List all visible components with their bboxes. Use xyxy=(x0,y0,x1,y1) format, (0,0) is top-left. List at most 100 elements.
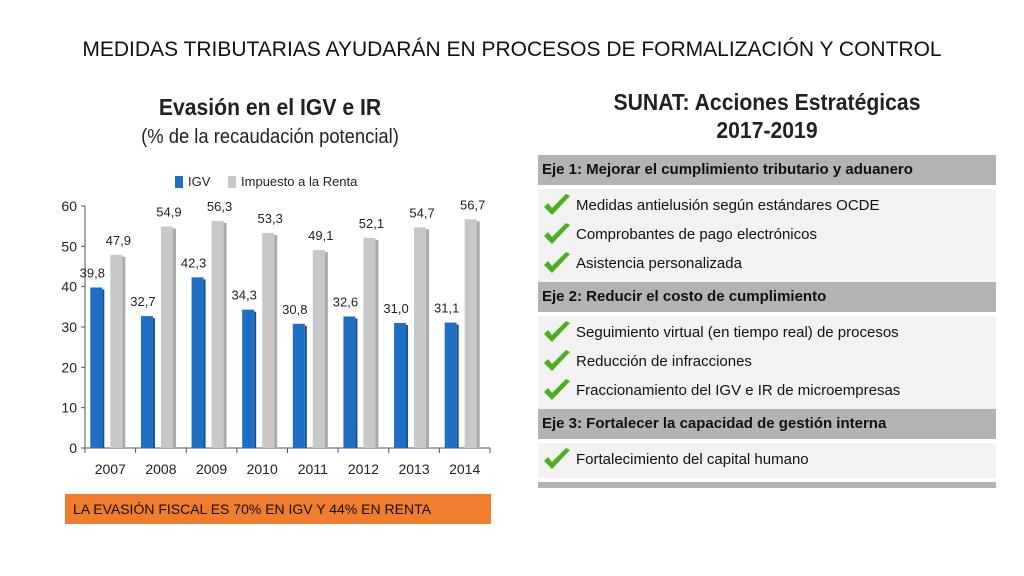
bar-renta-shadow xyxy=(375,239,379,448)
y-tick-label: 30 xyxy=(61,319,77,335)
bar-igv xyxy=(90,287,103,448)
bar-renta-shadow xyxy=(476,221,480,448)
bar-renta-shadow xyxy=(426,229,430,448)
data-label-igv: 31,0 xyxy=(383,301,408,316)
axis-header-3: Eje 3: Fortalecer la capacidad de gestió… xyxy=(538,409,996,439)
y-tick-label: 40 xyxy=(61,279,77,295)
axis-header-2: Eje 2: Reducir el costo de cumplimiento xyxy=(538,282,996,312)
data-label-igv: 34,3 xyxy=(232,288,257,303)
checkmark-icon xyxy=(542,447,572,473)
bar-renta xyxy=(414,227,427,448)
data-label-igv: 32,6 xyxy=(333,295,358,310)
action-label: Fraccionamiento del IGV e IR de microemp… xyxy=(576,382,901,399)
action-item: Asistencia personalizada xyxy=(538,249,996,278)
data-label-renta: 53,3 xyxy=(258,211,283,226)
action-label: Medidas antielusión según estándares OCD… xyxy=(576,197,880,214)
action-item: Fraccionamiento del IGV e IR de microemp… xyxy=(538,376,996,405)
chart-subtitle: (% de la recaudación potencial) xyxy=(141,126,399,148)
bar-igv xyxy=(140,316,153,448)
data-label-renta: 49,1 xyxy=(308,228,333,243)
bar-igv-shadow xyxy=(355,318,358,448)
y-tick-label: 20 xyxy=(61,359,77,375)
data-label-igv: 31,1 xyxy=(434,301,459,316)
bar-igv xyxy=(292,323,305,448)
bar-igv-shadow xyxy=(456,324,459,448)
checkmark-icon xyxy=(542,193,572,219)
axes-bottom-bar xyxy=(538,482,996,488)
action-label: Comprobantes de pago electrónicos xyxy=(576,226,817,243)
bar-renta xyxy=(262,233,275,448)
bar-igv xyxy=(343,316,356,448)
bar-igv xyxy=(191,277,204,448)
slide-title: MEDIDAS TRIBUTARIAS AYUDARÁN EN PROCESOS… xyxy=(82,38,942,61)
y-tick-label: 0 xyxy=(69,440,77,456)
data-label-igv: 39,8 xyxy=(80,265,105,280)
bar-chart: 0 10 20 30 40 50 60 2007 39,8 47,9 2008 32,7 54,9 200… xyxy=(61,198,491,477)
checkmark-icon xyxy=(542,349,572,375)
callout-banner: LA EVASIÓN FISCAL ES 70% EN IGV Y 44% EN… xyxy=(65,494,491,524)
panel-title-line1: SUNAT: Acciones Estratégicas xyxy=(613,89,921,115)
bar-igv-shadow xyxy=(152,318,155,448)
axis-header-1: Eje 1: Mejorar el cumplimiento tributari… xyxy=(538,155,996,185)
x-tick-label: 2012 xyxy=(348,461,379,477)
bar-igv xyxy=(394,322,407,448)
chart-title: Evasión en el IGV e IR xyxy=(158,94,382,120)
axis-actions-2: Seguimiento virtual (en tiempo real) de … xyxy=(538,316,996,409)
panel-title-line2: 2017-2019 xyxy=(716,117,818,143)
bar-renta-shadow xyxy=(223,222,227,448)
checkmark-icon xyxy=(542,378,572,404)
legend-item-renta: Impuesto a la Renta xyxy=(228,174,357,189)
bar-renta-shadow xyxy=(122,256,126,448)
checkmark-icon xyxy=(542,222,572,248)
bar-renta-shadow xyxy=(172,228,176,448)
bar-renta-shadow xyxy=(324,251,328,448)
action-item: Fortalecimiento del capital humano xyxy=(538,445,996,474)
legend-label-igv: IGV xyxy=(188,174,211,189)
action-label: Asistencia personalizada xyxy=(576,255,742,272)
bar-renta xyxy=(160,226,173,448)
legend-swatch-igv xyxy=(175,175,183,188)
x-tick-label: 2013 xyxy=(398,461,429,477)
bar-renta xyxy=(363,237,376,448)
chart-legend: IGV Impuesto a la Renta xyxy=(175,174,371,191)
x-tick-label: 2011 xyxy=(298,461,328,477)
action-label: Reducción de infracciones xyxy=(576,353,752,370)
chart-area: Evasión en el IGV e IR (% de la recaudac… xyxy=(50,88,500,488)
y-tick-label: 60 xyxy=(61,198,77,214)
bar-igv xyxy=(444,322,457,448)
bar-renta-shadow xyxy=(274,235,278,448)
bar-renta xyxy=(110,254,123,448)
data-label-renta: 54,9 xyxy=(156,205,181,220)
bar-renta xyxy=(312,249,325,448)
axis-actions-3: Fortalecimiento del capital humano xyxy=(538,443,996,478)
data-label-igv: 30,8 xyxy=(282,302,307,317)
y-tick-label: 10 xyxy=(61,400,77,416)
bar-igv-shadow xyxy=(203,279,206,448)
x-tick-label: 2014 xyxy=(449,461,480,477)
checkmark-icon xyxy=(542,251,572,277)
action-item: Seguimiento virtual (en tiempo real) de … xyxy=(538,318,996,347)
data-label-renta: 56,7 xyxy=(460,198,485,212)
action-label: Fortalecimiento del capital humano xyxy=(576,451,809,468)
data-label-igv: 32,7 xyxy=(130,294,155,309)
checkmark-icon xyxy=(542,320,572,346)
x-tick-label: 2009 xyxy=(196,461,227,477)
strategic-actions-header: SUNAT: Acciones Estratégicas 2017-2019 xyxy=(538,88,996,144)
data-label-igv: 42,3 xyxy=(181,255,206,270)
legend-label-renta: Impuesto a la Renta xyxy=(241,174,358,189)
data-label-renta: 47,9 xyxy=(106,233,131,248)
bar-igv-shadow xyxy=(102,289,105,448)
legend-swatch-renta xyxy=(228,175,237,188)
bar-igv xyxy=(242,309,255,448)
data-label-renta: 56,3 xyxy=(207,199,232,214)
action-item: Medidas antielusión según estándares OCD… xyxy=(538,191,996,220)
bar-igv-shadow xyxy=(304,325,307,448)
strategic-axes-list: Eje 1: Mejorar el cumplimiento tributari… xyxy=(538,155,996,488)
data-label-renta: 54,7 xyxy=(409,205,434,220)
bar-igv-shadow xyxy=(254,311,257,448)
x-tick-label: 2010 xyxy=(247,461,278,477)
bar-igv-shadow xyxy=(406,324,409,448)
action-item: Comprobantes de pago electrónicos xyxy=(538,220,996,249)
y-tick-label: 50 xyxy=(61,238,77,254)
x-tick-label: 2007 xyxy=(95,461,126,477)
